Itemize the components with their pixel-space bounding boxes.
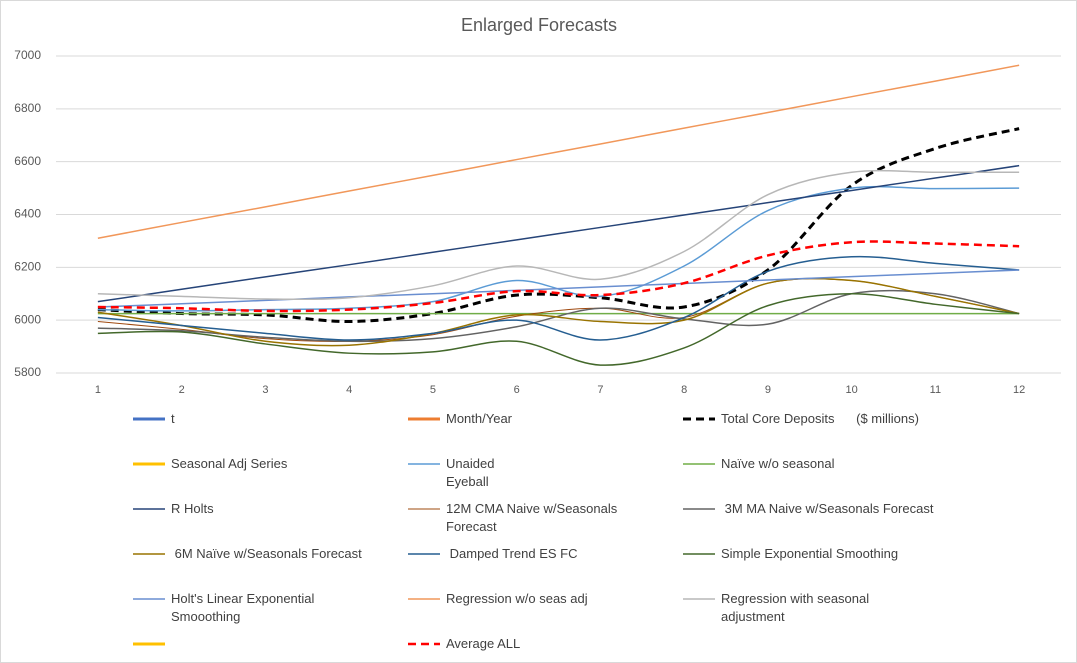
- legend-label: Unaided Eyeball: [446, 456, 495, 489]
- legend-item: 3M MA Naive w/Seasonals Forecast: [681, 500, 936, 518]
- series-line: [97, 169, 1020, 301]
- y-tick-label: 6800: [14, 101, 41, 115]
- y-tick-label: 5800: [14, 365, 41, 379]
- legend-swatch: [408, 598, 440, 600]
- legend-swatch: [408, 508, 440, 510]
- legend-item: Total Core Deposits ($ millions): [681, 410, 936, 428]
- legend-item: t: [131, 410, 386, 428]
- legend-item: Simple Exponential Smoothing: [681, 545, 936, 563]
- legend-item: Average ALL: [406, 635, 661, 653]
- legend-swatch: [683, 553, 715, 555]
- legend-swatch: [133, 508, 165, 510]
- legend-swatch: [133, 598, 165, 600]
- legend-swatch: [133, 417, 165, 421]
- legend-label: Regression w/o seas adj: [446, 591, 588, 606]
- legend-swatch: [133, 642, 165, 646]
- series-line: [97, 289, 1020, 343]
- legend-swatch: [408, 463, 440, 465]
- x-tick-label: 3: [262, 384, 268, 396]
- legend-label: Seasonal Adj Series: [171, 456, 288, 471]
- legend-label: R Holts: [171, 501, 214, 516]
- legend-swatch: [683, 417, 715, 421]
- legend-label: Holt's Linear Exponential Smooothing: [171, 591, 319, 624]
- legend-item: Damped Trend ES FC: [406, 545, 661, 563]
- legend-label: Simple Exponential Smoothing: [721, 546, 899, 561]
- legend-item: 12M CMA Naive w/Seasonals Forecast: [406, 500, 661, 536]
- x-tick-label: 8: [681, 384, 687, 396]
- x-tick-label: 2: [179, 384, 185, 396]
- legend-swatch: [683, 463, 715, 465]
- x-tick-label: 7: [597, 384, 603, 396]
- y-tick-label: 7000: [14, 48, 41, 62]
- y-tick-label: 6400: [14, 207, 41, 221]
- legend-item: Regression w/o seas adj: [406, 590, 661, 608]
- legend-item: Regression with seasonal adjustment: [681, 590, 936, 626]
- legend-item: Month/Year: [406, 410, 661, 428]
- series-line: [97, 127, 1020, 323]
- legend-label: Total Core Deposits ($ millions): [721, 411, 919, 426]
- series-line: [97, 277, 1020, 347]
- legend-label: Regression with seasonal adjustment: [721, 591, 873, 624]
- x-tick-label: 11: [930, 384, 941, 396]
- legend-label: 6M Naïve w/Seasonals Forecast: [171, 546, 362, 561]
- x-tick-label: 5: [430, 384, 436, 396]
- legend-label: 12M CMA Naive w/Seasonals Forecast: [446, 501, 621, 534]
- legend-item: Naïve w/o seasonal: [681, 455, 936, 473]
- legend-label: Naïve w/o seasonal: [721, 456, 835, 471]
- legend-label: Average ALL: [446, 636, 521, 651]
- series-line: [97, 269, 1020, 308]
- y-tick-label: 6000: [14, 312, 41, 326]
- series-line: [97, 292, 1020, 366]
- x-tick-label: 1: [95, 384, 101, 396]
- legend-swatch: [133, 553, 165, 555]
- y-tick-label: 6200: [14, 260, 41, 274]
- legend-item: Seasonal Adj Series: [131, 455, 386, 473]
- x-tick-label: 10: [846, 384, 858, 396]
- x-tick-label: 4: [346, 384, 352, 396]
- legend-swatch: [683, 598, 715, 600]
- x-tick-label: 12: [1013, 384, 1025, 396]
- y-tick-label: 6600: [14, 154, 41, 168]
- series-line: [97, 164, 1020, 303]
- legend-swatch: [408, 642, 440, 646]
- chart-title: Enlarged Forecasts: [461, 15, 617, 35]
- series-line: [97, 64, 1020, 240]
- legend-label: 3M MA Naive w/Seasonals Forecast: [721, 501, 934, 516]
- legend-swatch: [133, 462, 165, 466]
- legend-swatch: [408, 553, 440, 555]
- x-tick-label: 6: [514, 384, 520, 396]
- x-tick-label: 9: [765, 384, 771, 396]
- legend-label: t: [171, 411, 175, 426]
- legend-label: Month/Year: [446, 411, 513, 426]
- legend-item: Unaided Eyeball: [406, 455, 661, 491]
- legend-label: Damped Trend ES FC: [446, 546, 578, 561]
- legend-item: [131, 635, 171, 651]
- legend-swatch: [408, 417, 440, 421]
- series-line: [97, 240, 1020, 313]
- legend-swatch: [683, 508, 715, 510]
- legend-item: Holt's Linear Exponential Smooothing: [131, 590, 386, 626]
- legend-item: 6M Naïve w/Seasonals Forecast: [131, 545, 386, 563]
- legend-item: R Holts: [131, 500, 386, 518]
- series-line: [97, 255, 1020, 341]
